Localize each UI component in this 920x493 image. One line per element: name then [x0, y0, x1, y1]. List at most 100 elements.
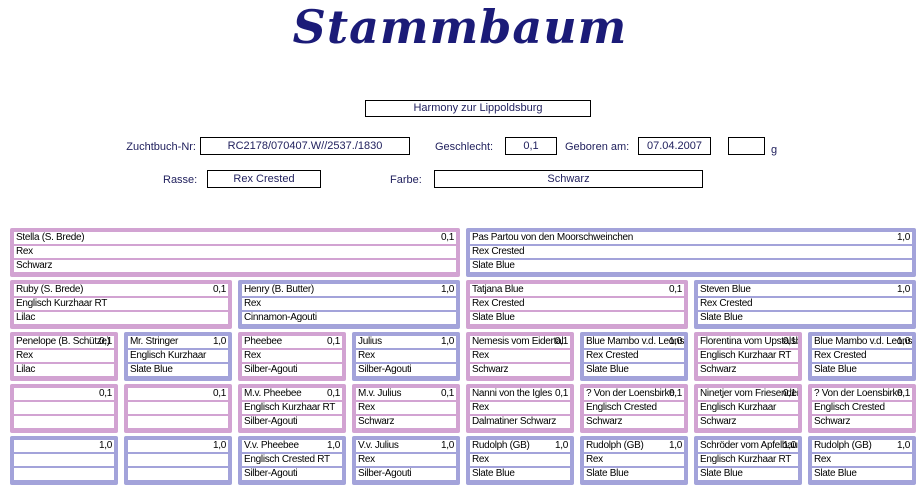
rasse-field[interactable]: Rex Crested	[207, 170, 321, 188]
ancestor-breed: Rex	[14, 350, 114, 362]
ancestor-sex-code: 1,0	[896, 440, 910, 451]
ancestor-color: Schwarz	[356, 416, 456, 428]
ancestor-color: Silber-Agouti	[356, 468, 456, 480]
geschlecht-field[interactable]: 0,1	[505, 137, 557, 155]
ancestor-name: Nemesis vom Eidertal	[472, 336, 564, 347]
pedigree-box[interactable]: Blue Mambo v.d. Leons 1,0 Rex Crested Slate…	[808, 332, 916, 381]
ancestor-color: Silber-Agouti	[242, 468, 342, 480]
pedigree-box[interactable]: Julius 1,0 Rex Silber-Agouti	[352, 332, 460, 381]
ancestor-breed: Rex Crested	[698, 298, 912, 310]
ancestor-color: Schwarz	[14, 260, 456, 272]
pedigree-box[interactable]: M.v. Pheebee 0,1 Englisch Kurzhaar RT Silbe…	[238, 384, 346, 433]
ancestor-color: Schwarz	[698, 364, 798, 376]
ancestor-breed: Rex	[470, 454, 570, 466]
pedigree-box[interactable]: Ninetjer vom Friesendei 0,1 Englisch Kurzh…	[694, 384, 802, 433]
geboren-am-field[interactable]: 07.04.2007	[638, 137, 711, 155]
ancestor-name-row: M.v. Julius 0,1	[356, 388, 456, 400]
ancestor-name-row: Blue Mambo v.d. Leons 1,0	[812, 336, 912, 348]
pedigree-box[interactable]: Nemesis vom Eidertal 0,1 Rex Schwarz	[466, 332, 574, 381]
ancestor-sex-code: 1,0	[326, 440, 340, 451]
pedigree-box[interactable]: 1,0	[124, 436, 232, 485]
ancestor-color: Schwarz	[812, 416, 912, 428]
pedigree-box[interactable]: Mr. Stringer 1,0 Englisch Kurzhaar Slate Bl…	[124, 332, 232, 381]
ancestor-name: ? Von der Loensbirke	[586, 388, 675, 399]
ancestor-breed: Rex	[242, 298, 456, 310]
pedigree-box[interactable]: 0,1	[10, 384, 118, 433]
ancestor-breed: Rex Crested	[470, 246, 912, 258]
ancestor-sex-code: 1,0	[896, 284, 910, 295]
pedigree-box[interactable]: Tatjana Blue 0,1 Rex Crested Slate Blue	[466, 280, 688, 329]
farbe-field[interactable]: Schwarz	[434, 170, 703, 188]
ancestor-name-row: Steven Blue 1,0	[698, 284, 912, 296]
pedigree-box[interactable]: Pheebee 0,1 Rex Silber-Agouti	[238, 332, 346, 381]
pedigree-box[interactable]: Blue Mambo v.d. Leons 1,0 Rex Crested Slate…	[580, 332, 688, 381]
ancestor-sex-code: 0,1	[326, 388, 340, 399]
ancestor-sex-code: 0,1	[212, 284, 226, 295]
page-title: Stammbaum	[292, 0, 628, 54]
ancestor-name-row: ? Von der Loensbirke 0,1	[584, 388, 684, 400]
pedigree-box[interactable]: Nanni von the Igles 0,1 Rex Dalmatiner Schw…	[466, 384, 574, 433]
pedigree-box[interactable]: ? Von der Loensbirke 0,1 Englisch Crested S…	[580, 384, 688, 433]
ancestor-breed	[14, 454, 114, 466]
ancestor-color: Lilac	[14, 364, 114, 376]
ancestor-name: Schröder vom Apfelbau	[700, 440, 798, 451]
ancestor-sex-code: 0,1	[440, 388, 454, 399]
pedigree-box[interactable]: V.v. Pheebee 1,0 Englisch Crested RT Silber…	[238, 436, 346, 485]
pedigree-box[interactable]: Rudolph (GB) 1,0 Rex Slate Blue	[580, 436, 688, 485]
ancestor-breed: Rex	[470, 402, 570, 414]
pedigree-box[interactable]: Steven Blue 1,0 Rex Crested Slate Blue	[694, 280, 916, 329]
zuchtbuch-nr-field[interactable]: RC2178/070407.W//2537./1830	[200, 137, 410, 155]
ancestor-color: Slate Blue	[698, 312, 912, 324]
geschlecht-label: Geschlecht:	[435, 141, 494, 153]
ancestor-color: Silber-Agouti	[242, 416, 342, 428]
ancestor-name-row: Schröder vom Apfelbau 1,0	[698, 440, 798, 452]
ancestor-name: M.v. Pheebee	[244, 388, 302, 399]
pedigree-box[interactable]: Ruby (S. Brede) 0,1 Englisch Kurzhaar RT Li…	[10, 280, 232, 329]
ancestor-name: Pas Partou von den Moorschweinchen	[472, 232, 634, 243]
ancestor-sex-code: 0,1	[668, 284, 682, 295]
ancestor-name: Pheebee	[244, 336, 282, 347]
pedigree-box[interactable]: M.v. Julius 0,1 Rex Schwarz	[352, 384, 460, 433]
ancestor-breed: Englisch Kurzhaar	[128, 350, 228, 362]
ancestor-name-row: Rudolph (GB) 1,0	[812, 440, 912, 452]
zuchtbuch-nr-label: Zuchtbuch-Nr:	[126, 141, 196, 153]
pedigree-box[interactable]: Rudolph (GB) 1,0 Rex Slate Blue	[808, 436, 916, 485]
pedigree-box[interactable]: Schröder vom Apfelbau 1,0 Englisch Kurzhaa…	[694, 436, 802, 485]
ancestor-color: Dalmatiner Schwarz	[470, 416, 570, 428]
pedigree-box[interactable]: 0,1	[124, 384, 232, 433]
animal-name-field[interactable]: Harmony zur Lippoldsburg	[365, 100, 591, 117]
ancestor-name: ? Von der Loensbirke	[814, 388, 903, 399]
ancestor-sex-code: 1,0	[440, 336, 454, 347]
pedigree-box[interactable]: V.v. Julius 1,0 Rex Silber-Agouti	[352, 436, 460, 485]
ancestor-name-row: Nanni von the Igles 0,1	[470, 388, 570, 400]
pedigree-box[interactable]: Rudolph (GB) 1,0 Rex Slate Blue	[466, 436, 574, 485]
pedigree-box[interactable]: Henry (B. Butter) 1,0 Rex Cinnamon-Agouti	[238, 280, 460, 329]
pedigree-box[interactable]: Florentina vom Upstalsb 0,1 Englisch Kurzh…	[694, 332, 802, 381]
pedigree-box[interactable]: Penelope (B. Schütze) 0,1 Rex Lilac	[10, 332, 118, 381]
ancestor-color: Slate Blue	[128, 364, 228, 376]
ancestor-sex-code: 1,0	[896, 232, 910, 243]
pedigree-box[interactable]: Stella (S. Brede) 0,1 Rex Schwarz	[10, 228, 460, 277]
ancestor-name-row: Nemesis vom Eidertal 0,1	[470, 336, 570, 348]
ancestor-sex-code: 1,0	[782, 440, 796, 451]
ancestor-color	[128, 416, 228, 428]
ancestor-color: Silber-Agouti	[356, 364, 456, 376]
pedigree-box[interactable]: Pas Partou von den Moorschweinchen 1,0 Rex…	[466, 228, 916, 277]
ancestor-breed: Englisch Kurzhaar RT	[14, 298, 228, 310]
ancestor-sex-code: 1,0	[896, 336, 910, 347]
ancestor-sex-code: 1,0	[212, 336, 226, 347]
weight-field[interactable]	[728, 137, 765, 155]
pedigree-box[interactable]: 1,0	[10, 436, 118, 485]
ancestor-name: Rudolph (GB)	[586, 440, 644, 451]
ancestor-name-row: Pas Partou von den Moorschweinchen 1,0	[470, 232, 912, 244]
ancestor-color: Slate Blue	[698, 468, 798, 480]
ancestor-name: Penelope (B. Schütze)	[16, 336, 110, 347]
ancestor-color: Slate Blue	[812, 364, 912, 376]
ancestor-breed: Rex Crested	[470, 298, 684, 310]
ancestor-breed: Rex	[356, 402, 456, 414]
pedigree-box[interactable]: ? Von der Loensbirke 0,1 Englisch Crested S…	[808, 384, 916, 433]
ancestor-name-row: Stella (S. Brede) 0,1	[14, 232, 456, 244]
ancestor-name-row: 0,1	[128, 388, 228, 400]
ancestor-sex-code: 1,0	[668, 336, 682, 347]
ancestor-name-row: Julius 1,0	[356, 336, 456, 348]
